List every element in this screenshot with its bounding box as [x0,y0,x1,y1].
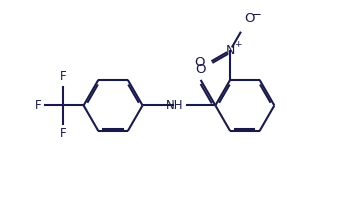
Text: N: N [225,44,235,57]
Text: +: + [234,40,241,49]
Text: F: F [34,99,41,112]
Text: F: F [60,71,66,84]
Text: O: O [194,57,204,70]
Text: O: O [196,63,206,76]
Text: F: F [60,127,66,140]
Text: O: O [244,12,255,25]
Text: NH: NH [166,99,183,112]
Text: −: − [251,8,261,21]
